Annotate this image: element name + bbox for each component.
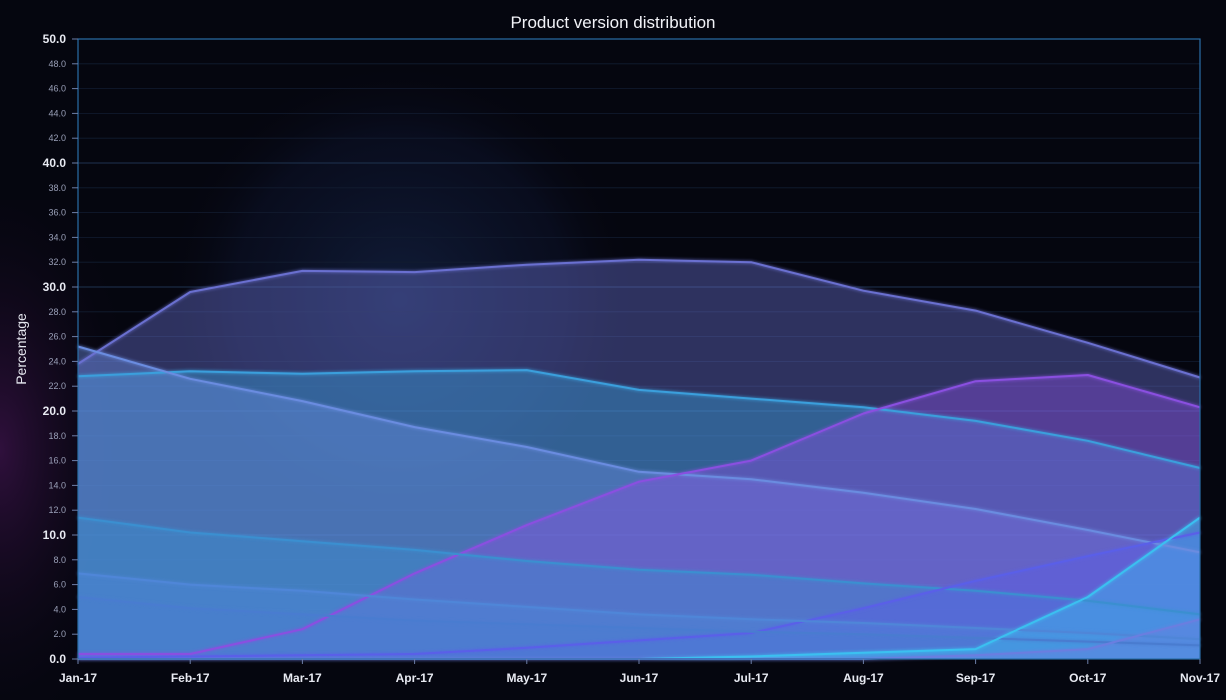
y-tick-label: 48.0 [48, 59, 66, 69]
y-axis-label: Percentage [13, 313, 29, 385]
series-10-area [78, 619, 1200, 659]
series-3-area [78, 346, 1200, 659]
x-tick-label: Nov-17 [1180, 671, 1220, 685]
y-tick-label: 2.0 [53, 629, 66, 639]
y-tick-label: 12.0 [48, 505, 66, 515]
series-2-line [77, 369, 1201, 469]
y-tick-label: 38.0 [48, 183, 66, 193]
y-tick-label: 40.0 [43, 156, 67, 170]
y-tick-label: 32.0 [48, 257, 66, 267]
y-tick-label: 0.0 [49, 652, 66, 666]
y-tick-label: 46.0 [48, 84, 66, 94]
x-tick-label: May-17 [506, 671, 547, 685]
x-tick-label: Jul-17 [734, 671, 769, 685]
y-tick-label: 34.0 [48, 232, 66, 242]
y-tick-label: 26.0 [48, 332, 66, 342]
series-1-area [78, 259, 1200, 659]
x-tick-label: Mar-17 [283, 671, 322, 685]
x-tick-label: Jun-17 [620, 671, 659, 685]
y-tick-label: 20.0 [43, 404, 67, 418]
series-7-line [77, 572, 1201, 641]
series-5-line [77, 516, 1201, 616]
series-9-area [78, 517, 1200, 659]
y-tick-label: 24.0 [48, 356, 66, 366]
y-tick-label: 10.0 [43, 528, 67, 542]
y-tick-label: 28.0 [48, 307, 66, 317]
grid [78, 38, 1200, 660]
x-tick-label: Apr-17 [396, 671, 434, 685]
x-tick-label: Sep-17 [956, 671, 996, 685]
y-tick-label: 4.0 [53, 604, 66, 614]
series-3-line [77, 345, 1201, 554]
y-tick-label: 18.0 [48, 431, 66, 441]
chart-title: Product version distribution [510, 13, 715, 32]
series-5-area [78, 517, 1200, 659]
x-tick-label: Aug-17 [843, 671, 884, 685]
series-7-area [78, 573, 1200, 659]
background-globe [160, 60, 640, 540]
series-6-area [78, 532, 1200, 659]
series-8-line [77, 596, 1201, 647]
x-tick-label: Oct-17 [1069, 671, 1107, 685]
series-1-line [77, 258, 1201, 379]
y-axis-ticks: 2.0 4.0 6.0 8.0 12.0 14.0 16.0 18.0 22.0 24.0 26.0… [43, 32, 78, 666]
y-tick-label: 14.0 [48, 480, 66, 490]
x-tick-label: Feb-17 [171, 671, 210, 685]
y-tick-label: 8.0 [53, 555, 66, 565]
x-tick-label: Jan-17 [59, 671, 97, 685]
y-tick-label: 44.0 [48, 108, 66, 118]
series-4-line [78, 374, 1201, 655]
series-6-line [77, 531, 1201, 659]
y-tick-label: 22.0 [48, 381, 66, 391]
y-tick-label: 42.0 [48, 133, 66, 143]
y-tick-label: 30.0 [43, 280, 67, 294]
y-tick-label: 50.0 [43, 32, 67, 46]
y-tick-label: 36.0 [48, 208, 66, 218]
y-tick-label: 16.0 [48, 456, 66, 466]
y-tick-label: 6.0 [53, 580, 66, 590]
x-axis-ticks: Jan-17 Feb-17 Mar-17 Apr-17 May-17 Jun-17 Jul-… [59, 659, 1220, 685]
